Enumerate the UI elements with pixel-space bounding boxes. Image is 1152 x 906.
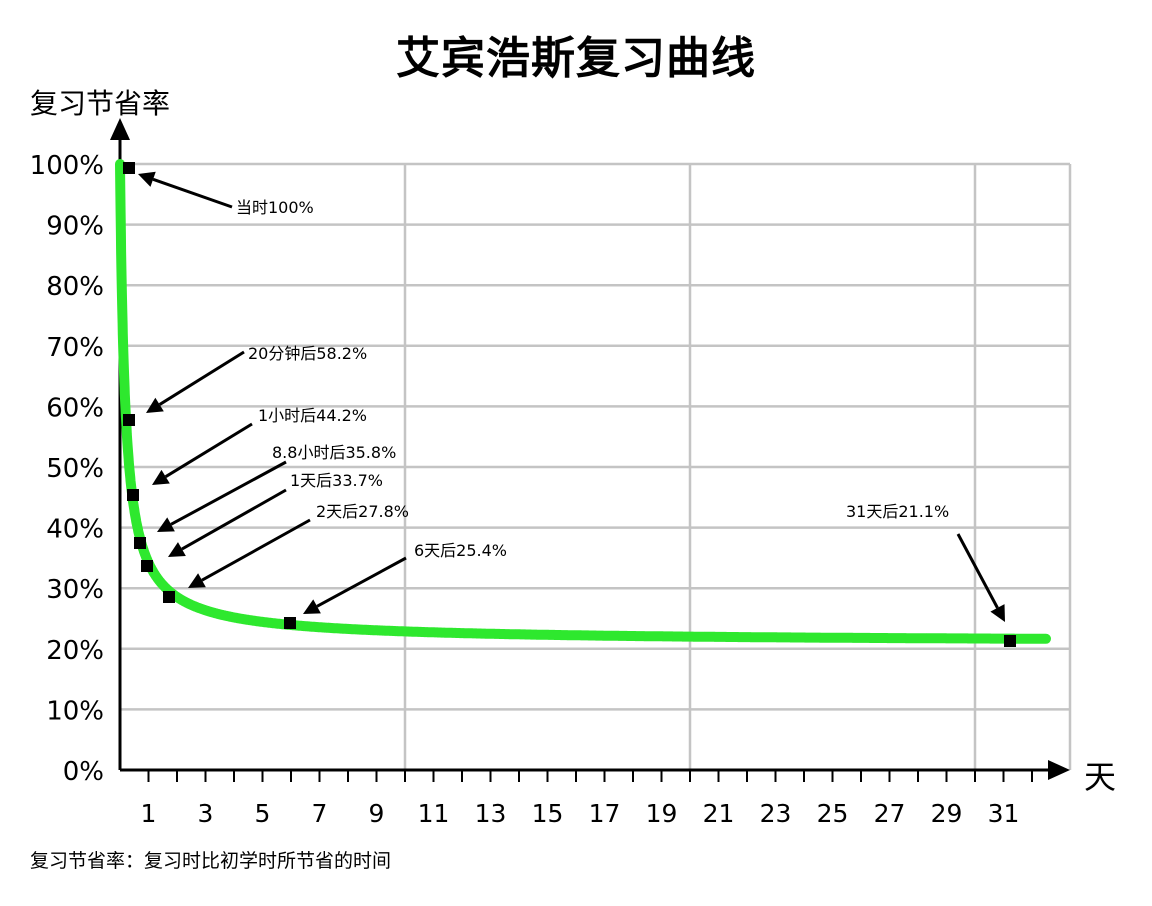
data-point-marker	[123, 162, 135, 174]
annotation-label: 2天后27.8%	[316, 502, 409, 521]
x-tick-label: 29	[931, 799, 963, 828]
x-tick-label: 5	[255, 799, 271, 828]
data-point-marker	[134, 537, 146, 549]
x-tick-label: 9	[369, 799, 385, 828]
annotation-arrowhead	[157, 517, 175, 532]
x-tick-label: 15	[532, 799, 564, 828]
annotation-arrowhead	[990, 604, 1005, 622]
data-point-marker	[123, 414, 135, 426]
data-point-markers	[123, 162, 1016, 647]
annotation-label: 当时100%	[236, 198, 314, 217]
x-axis-label: 天	[1084, 758, 1117, 796]
annotation-arrowhead	[138, 171, 156, 187]
x-tick-label: 17	[589, 799, 621, 828]
y-tick-label: 90%	[46, 212, 104, 242]
annotation-label: 31天后21.1%	[846, 502, 949, 521]
chart-title: 艾宾浩斯复习曲线	[396, 33, 756, 84]
data-point-marker	[1004, 635, 1016, 647]
x-tick-label: 1	[141, 799, 157, 828]
x-tick-label: 25	[817, 799, 849, 828]
data-point-marker	[141, 560, 153, 572]
y-tick-label: 40%	[46, 515, 104, 545]
x-tick-label: 27	[874, 799, 906, 828]
y-tick-label: 100%	[30, 151, 104, 181]
x-tick-label: 11	[418, 799, 450, 828]
annotation-arrow-line	[201, 518, 311, 582]
y-tick-label: 10%	[46, 696, 104, 726]
annotation-arrowhead	[168, 542, 186, 557]
y-tick-label: 0%	[63, 757, 104, 787]
x-tick-label: 21	[703, 799, 735, 828]
annotation-arrow-line	[956, 533, 999, 609]
x-tick-label: 7	[312, 799, 328, 828]
data-point-marker	[163, 591, 175, 603]
x-tick-label: 23	[760, 799, 792, 828]
point-annotations: 当时100% 20分钟后58.2% 1小时后44.2% 8.8小时后35.8% 1天后3…	[138, 171, 1005, 622]
grid-lines	[120, 162, 1072, 770]
y-tick-label: 60%	[46, 393, 104, 423]
y-tick-label: 30%	[46, 575, 104, 605]
y-tick-label: 50%	[46, 454, 104, 484]
annotation-label: 1小时后44.2%	[258, 406, 367, 425]
data-point-marker	[284, 617, 296, 629]
y-tick-labels: 0% 10% 20% 30% 40% 50% 60% 70% 80% 90% 100%	[30, 151, 104, 787]
annotation-arrowhead	[152, 469, 170, 485]
annotation-label: 1天后33.7%	[290, 471, 383, 490]
axes	[110, 118, 1070, 782]
curve-layer	[115, 159, 1051, 644]
retention-curve	[115, 159, 1051, 644]
annotation-arrow-line	[158, 350, 245, 406]
annotation-arrow-line	[164, 422, 253, 478]
x-tick-label: 19	[646, 799, 678, 828]
data-point-marker	[127, 489, 139, 501]
annotation-arrow-line	[152, 177, 233, 209]
annotation-arrowhead	[303, 599, 321, 614]
annotation-label: 6天后25.4%	[414, 541, 507, 560]
annotation-arrow-line	[316, 556, 407, 608]
x-tick-label: 3	[198, 799, 214, 828]
annotation-label: 20分钟后58.2%	[248, 344, 367, 363]
x-tick-labels: 1 3 5 7 9 11 13 15 17 19 21 23 25 27 29 31	[141, 799, 1020, 828]
x-axis-arrowhead	[1048, 760, 1070, 780]
annotation-arrowhead	[146, 397, 164, 413]
x-tick-label: 13	[475, 799, 507, 828]
chart-footnote: 复习节省率：复习时比初学时所节省的时间	[30, 850, 392, 872]
annotation-arrowhead	[188, 573, 206, 588]
annotation-arrow-line	[170, 460, 287, 526]
x-tick-label: 31	[988, 799, 1020, 828]
y-axis-arrowhead	[110, 118, 130, 140]
y-tick-label: 70%	[46, 333, 104, 363]
y-tick-label: 20%	[46, 636, 104, 666]
y-axis-label: 复习节省率	[30, 87, 171, 120]
annotation-arrow-line	[181, 488, 287, 551]
y-tick-label: 80%	[46, 272, 104, 302]
annotation-label: 8.8小时后35.8%	[272, 443, 396, 462]
